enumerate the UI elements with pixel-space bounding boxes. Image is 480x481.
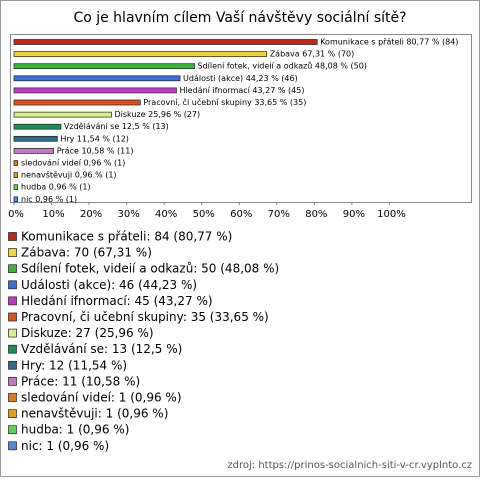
value-label: Pracovní, či učební skupiny 33,65 % (35)	[143, 97, 306, 107]
legend-label: nenavštěvuji: 1 (0,96 %)	[21, 407, 168, 421]
legend-label: hudba: 1 (0,96 %)	[21, 423, 129, 437]
chart-title: Co je hlavním cílem Vaší návštěvy sociál…	[73, 10, 406, 26]
bar	[13, 196, 18, 203]
legend-label: Pracovní, či učební skupiny: 35 (33,65 %…	[21, 310, 269, 324]
x-tick-label: 30%	[118, 209, 140, 220]
bar	[13, 172, 18, 178]
bar	[13, 135, 58, 142]
x-tick-label: 60%	[230, 209, 252, 220]
value-label: Vzdělávání se 12,5 % (13)	[64, 122, 169, 131]
legend-label: nic: 1 (0,96 %)	[21, 439, 109, 453]
bar	[13, 160, 18, 166]
value-label: Práce 10,58 % (11)	[57, 146, 134, 155]
x-tick-label: 90%	[343, 209, 365, 220]
bar	[13, 39, 318, 45]
x-tick-label: 50%	[193, 209, 215, 220]
legend-swatch	[8, 441, 17, 451]
value-label: Sdílení fotek, videií a odkazů 48,08 % (…	[197, 61, 366, 71]
legend-label: Vzdělávání se: 13 (12,5 %)	[21, 342, 182, 356]
plot-frame	[10, 34, 472, 203]
bar	[13, 184, 18, 191]
legend-swatch	[8, 248, 17, 257]
legend-swatch	[8, 377, 17, 386]
legend-label: Události (akce): 46 (44,23 %)	[21, 278, 197, 292]
value-label: nenavštěvuji 0,96 % (1)	[21, 170, 117, 180]
value-label: hudba 0,96 % (1)	[21, 183, 91, 192]
bar	[13, 75, 181, 82]
value-label: Hry 11,54 % (12)	[60, 134, 129, 143]
value-label: Diskuze 25,96 % (27)	[114, 110, 200, 119]
legend-label: Komunikace s přáteli: 84 (80,77 %)	[21, 230, 232, 244]
legend-label: Hry: 12 (11,54 %)	[21, 358, 127, 372]
x-tick-label: 70%	[268, 209, 290, 220]
legend-label: Zábava: 70 (67,31 %)	[21, 246, 152, 260]
legend-swatch	[8, 264, 17, 274]
legend-label: sledování videí: 1 (0,96 %)	[21, 391, 182, 405]
value-label: Hledání ifnormací 43,27 % (45)	[179, 86, 304, 95]
legend-swatch	[8, 312, 17, 322]
x-tick-label: 100%	[377, 209, 406, 220]
value-label: Zábava 67,31 % (70)	[270, 50, 355, 59]
x-tick-label: 10%	[42, 209, 64, 220]
legend-swatch	[8, 344, 17, 354]
bar	[13, 99, 141, 106]
x-tick-label: 40%	[155, 209, 177, 220]
bar	[13, 87, 177, 94]
value-label: Komunikace s přáteli 80,77 % (84)	[320, 38, 458, 47]
value-label: Události (akce) 44,23 % (46)	[183, 74, 298, 83]
legend-swatch	[8, 409, 17, 418]
legend-label: Hledání ifnormací: 45 (43,27 %)	[21, 294, 213, 308]
legend-swatch	[8, 232, 17, 241]
bar	[13, 123, 62, 130]
legend-swatch	[8, 280, 17, 290]
value-label: sledování videí 0,96 % (1)	[21, 159, 125, 168]
legend-label: Práce: 11 (10,58 %)	[21, 374, 140, 388]
legend-label: Sdílení fotek, videií a odkazů: 50 (48,0…	[21, 262, 279, 276]
legend-swatch	[8, 393, 17, 402]
source: zdroj: https://prinos-socialnich-siti-v-…	[227, 460, 472, 471]
x-tick-label: 80%	[305, 209, 327, 220]
legend-label: Diskuze: 27 (25,96 %)	[21, 326, 154, 340]
legend-swatch	[8, 296, 17, 306]
legend-swatch	[8, 425, 17, 435]
legend-swatch	[8, 360, 17, 370]
value-label: nic 0,96 % (1)	[21, 195, 77, 204]
bar	[13, 51, 268, 57]
bar	[13, 63, 195, 70]
bar	[13, 148, 55, 154]
legend-swatch	[8, 328, 17, 338]
x-tick-label: 20%	[80, 209, 102, 220]
x-tick-label: 0%	[8, 209, 24, 220]
bar	[13, 111, 112, 118]
